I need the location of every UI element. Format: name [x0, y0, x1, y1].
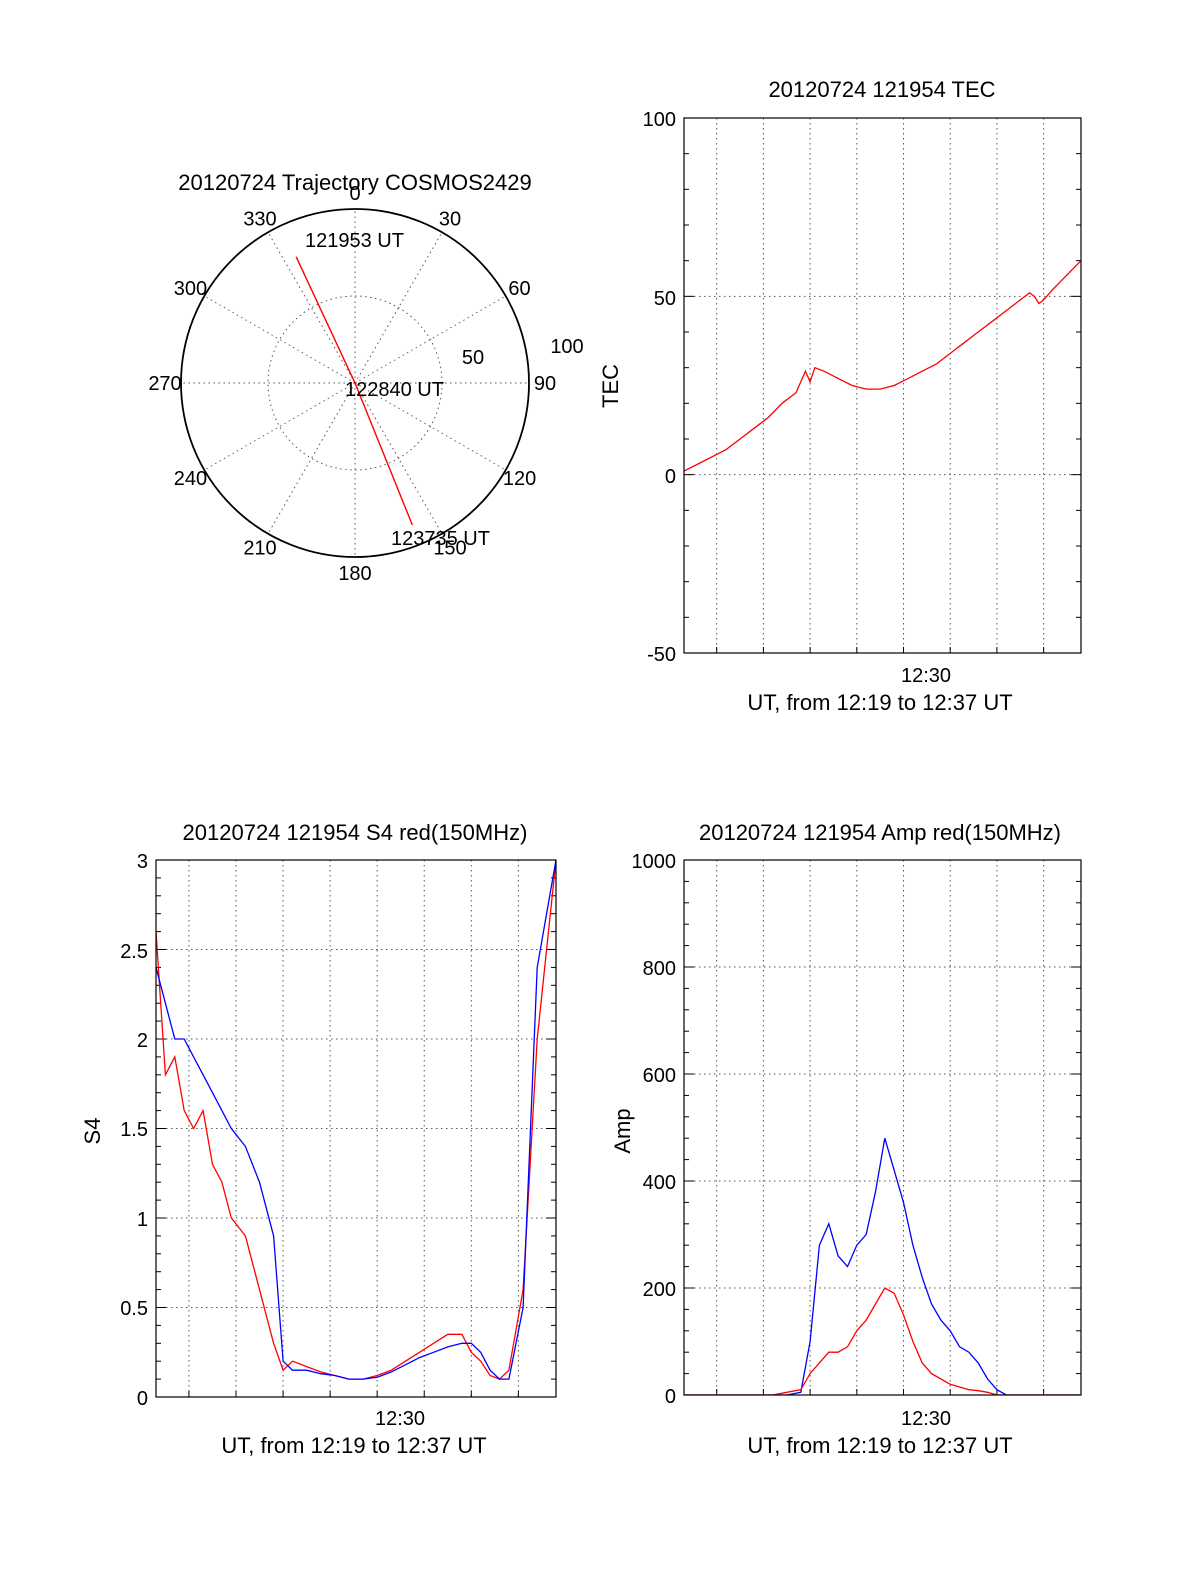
tec-xtick-label: 12:30 — [901, 665, 951, 687]
tec-grid — [684, 117, 1081, 654]
tec-ylabel: TEC — [598, 364, 623, 408]
polar-grid — [181, 209, 529, 557]
trajectory-line — [295, 256, 414, 526]
tec-ytick-label: -50 — [647, 644, 676, 666]
series-line-red — [684, 1287, 1081, 1395]
s4-xtick-label: 12:30 — [375, 1408, 425, 1430]
polar-azimuth-label: 150 — [433, 538, 466, 560]
s4-ytick-label: 1 — [137, 1209, 148, 1231]
s4-title: 20120724 121954 S4 red(150MHz) — [183, 820, 528, 845]
tec-xlabel: UT, from 12:19 to 12:37 UT — [747, 690, 1012, 715]
polar-azimuth-label: 120 — [503, 468, 536, 490]
amp-ytick-label: 800 — [643, 958, 676, 980]
polar-azimuth-labels: 0 30 60 90 120 150 180 210 240 270 300 330 — [148, 183, 556, 585]
s4-ytick-label: 2.5 — [120, 941, 148, 963]
s4-ylabel: S4 — [80, 1118, 105, 1145]
tec-ytick-label: 100 — [643, 109, 676, 131]
polar-spoke — [354, 232, 443, 384]
tec-title: 20120724 121954 TEC — [768, 77, 995, 102]
polar-azimuth-label: 270 — [148, 373, 181, 395]
s4-grid — [156, 859, 556, 1398]
polar-spoke — [204, 295, 356, 384]
amp-plot-frame — [683, 859, 1082, 1396]
s4-ytick-label: 3 — [137, 851, 148, 873]
series-line-red — [684, 260, 1081, 472]
polar-radial-label: 100 — [550, 336, 583, 358]
polar-grid-ring — [267, 295, 443, 471]
amp-title: 20120724 121954 Amp red(150MHz) — [699, 820, 1061, 845]
polar-title: 20120724 Trajectory COSMOS2429 — [178, 170, 531, 195]
s4-xlabel: UT, from 12:19 to 12:37 UT — [221, 1433, 486, 1458]
amp-series — [684, 1138, 1081, 1395]
polar-azimuth-label: 0 — [349, 183, 360, 205]
polar-spoke — [354, 382, 506, 471]
polar-azimuth-label: 330 — [243, 208, 276, 230]
polar-azimuth-label: 300 — [174, 278, 207, 300]
polar-azimuth-label: 210 — [243, 538, 276, 560]
s4-ytick-label: 1.5 — [120, 1119, 148, 1141]
polar-outer-ring — [180, 208, 530, 558]
amp-ytick-label: 200 — [643, 1279, 676, 1301]
polar-azimuth-label: 240 — [174, 468, 207, 490]
polar-azimuth-label: 180 — [338, 563, 371, 585]
polar-time-label: 121953 UT — [305, 230, 404, 252]
polar-spoke — [204, 382, 356, 471]
tec-chart: 20120724 121954 TEC 100 50 0 -50 12:30 U… — [598, 77, 1082, 715]
polar-azimuth-label: 60 — [508, 278, 530, 300]
amp-chart: 20120724 121954 Amp red(150MHz) 1000 800… — [610, 820, 1082, 1458]
s4-ticks — [156, 859, 556, 1398]
tec-series — [684, 260, 1081, 472]
s4-ytick-label: 0.5 — [120, 1298, 148, 1320]
amp-ytick-label: 1000 — [632, 851, 677, 873]
tec-ytick-label: 0 — [665, 466, 676, 488]
tec-plot-frame — [683, 117, 1082, 654]
amp-grid — [684, 859, 1081, 1396]
s4-series — [156, 860, 556, 1380]
polar-spoke — [267, 382, 356, 534]
series-line-red — [156, 860, 556, 1380]
series-line-blue — [156, 860, 556, 1380]
amp-xlabel: UT, from 12:19 to 12:37 UT — [747, 1433, 1012, 1458]
polar-trajectory — [295, 256, 414, 526]
polar-azimuth-label: 30 — [439, 208, 461, 230]
polar-trajectory-chart: 20120724 Trajectory COSMOS2429 0 30 60 90 12… — [148, 170, 583, 585]
amp-ytick-label: 600 — [643, 1065, 676, 1087]
amp-ytick-label: 400 — [643, 1172, 676, 1194]
s4-ytick-label: 2 — [137, 1030, 148, 1052]
polar-radial-label: 50 — [462, 347, 484, 369]
s4-chart: 20120724 121954 S4 red(150MHz) 3 2.5 2 1… — [80, 820, 557, 1458]
amp-ticks — [684, 859, 1081, 1396]
amp-ylabel: Amp — [610, 1108, 635, 1153]
polar-spoke — [354, 382, 443, 534]
amp-xtick-label: 12:30 — [901, 1408, 951, 1430]
tec-ticks — [684, 117, 1081, 654]
s4-ytick-label: 0 — [137, 1388, 148, 1410]
series-line-blue — [684, 1138, 1081, 1395]
polar-time-label: 123735 UT — [391, 528, 490, 550]
amp-ytick-label: 0 — [665, 1386, 676, 1408]
s4-plot-frame — [155, 859, 557, 1398]
polar-spoke — [354, 295, 506, 384]
polar-time-label: 122840 UT — [345, 379, 444, 401]
polar-azimuth-label: 90 — [534, 373, 556, 395]
tec-ytick-label: 50 — [654, 288, 676, 310]
polar-spoke — [267, 232, 356, 384]
